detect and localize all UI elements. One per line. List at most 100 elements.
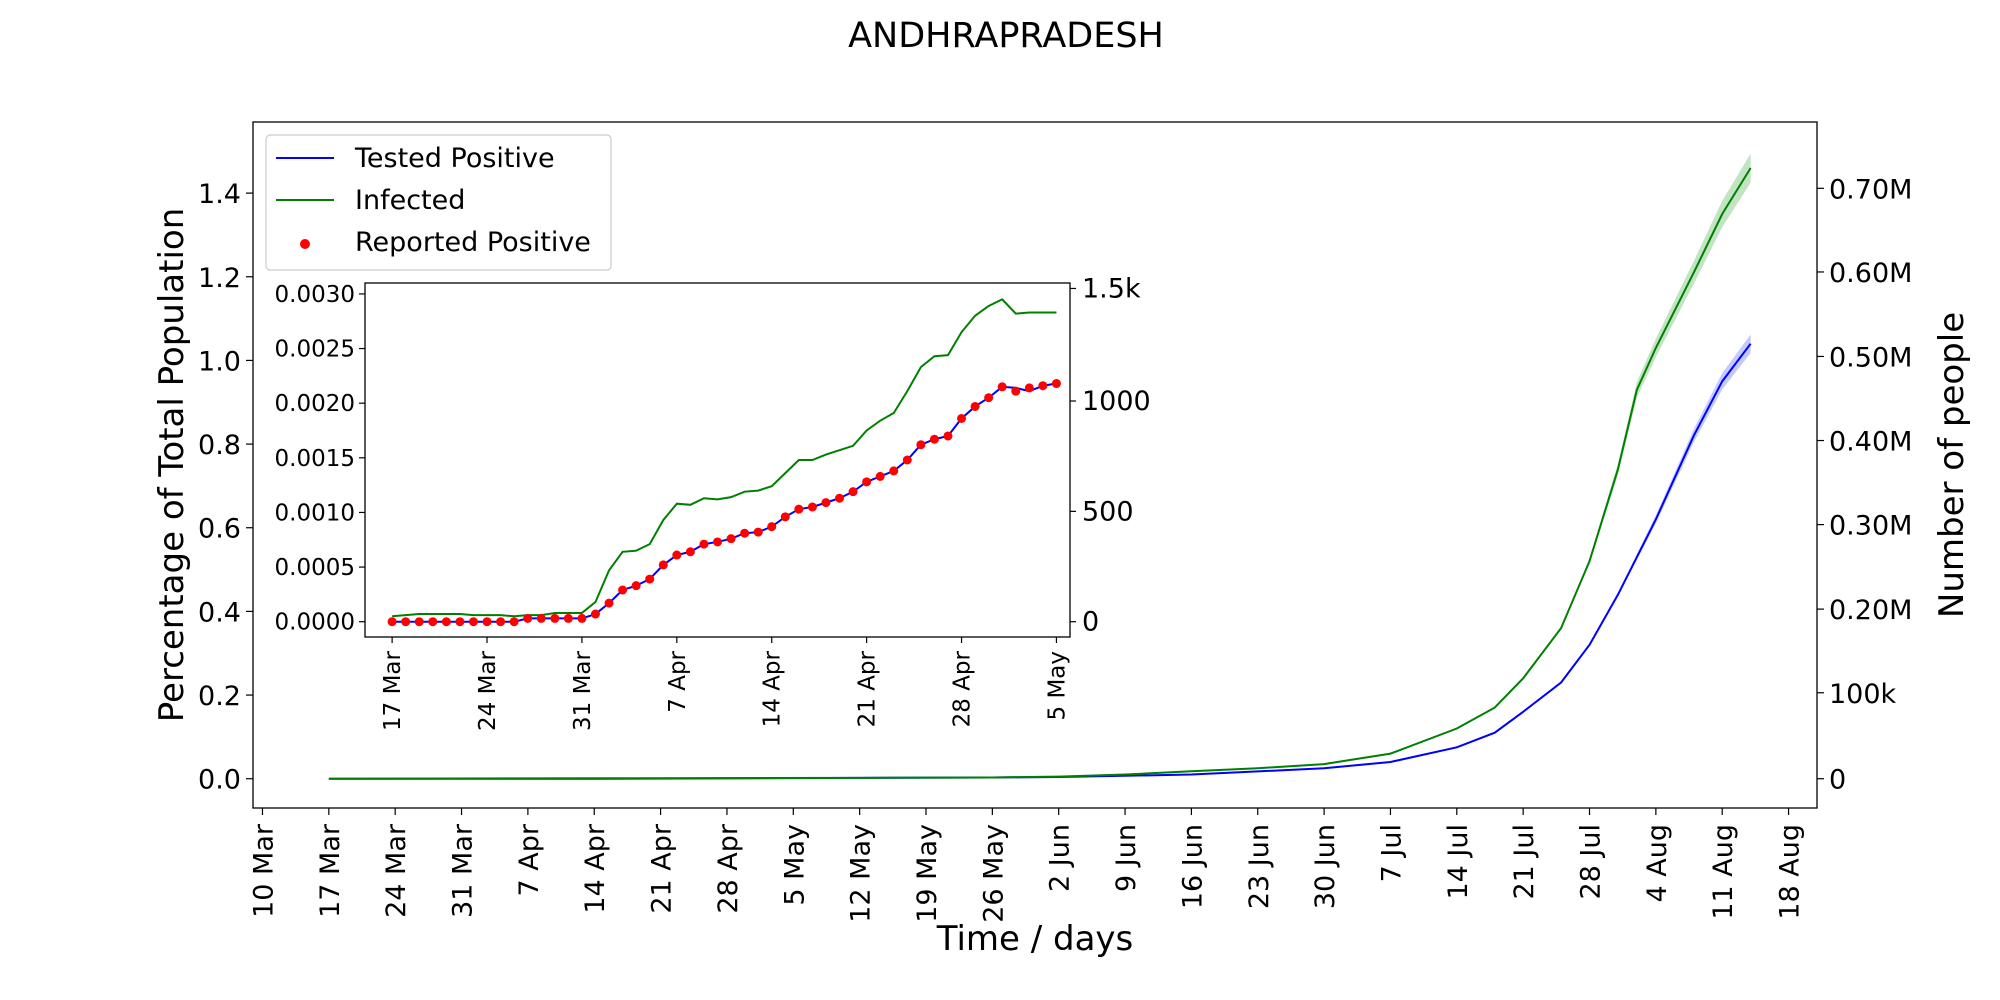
x-tick-label: 17 Mar bbox=[315, 823, 346, 918]
inset-reported-point bbox=[1051, 379, 1061, 389]
x-axis-label: Time / days bbox=[936, 919, 1134, 959]
x-tick-label: 10 Mar bbox=[248, 823, 279, 918]
inset-x-tick-label: 14 Apr bbox=[760, 650, 786, 727]
inset-y-tick-label: 0.0015 bbox=[275, 446, 355, 472]
legend-swatch-reported bbox=[300, 239, 310, 249]
y-tick-label: 0.4 bbox=[198, 597, 241, 628]
inset-y-tick-label: 0.0000 bbox=[275, 610, 355, 636]
inset-x-tick-label: 17 Mar bbox=[380, 650, 406, 731]
x-tick-label: 4 Aug bbox=[1642, 824, 1673, 902]
inset-y-tick-label: 0.0020 bbox=[275, 391, 355, 417]
y-tick-label: 1.2 bbox=[198, 263, 241, 294]
inset-reported-point bbox=[550, 613, 560, 623]
inset-reported-point bbox=[807, 502, 817, 512]
inset-x-tick-label: 5 May bbox=[1044, 651, 1070, 721]
inset-reported-point bbox=[929, 434, 939, 444]
x-tick-label: 16 Jun bbox=[1177, 824, 1208, 909]
legend-box bbox=[265, 134, 612, 271]
inset-reported-point bbox=[685, 547, 695, 557]
inset-reported-point bbox=[590, 609, 600, 619]
inset-reported-point bbox=[916, 440, 926, 450]
inset-reported-point bbox=[645, 574, 655, 584]
inset-reported-point bbox=[794, 504, 804, 514]
inset-reported-point bbox=[387, 617, 397, 627]
inset-reported-point bbox=[468, 617, 478, 627]
y2-tick-label: 0.20M bbox=[1829, 595, 1912, 626]
inset-reported-point bbox=[997, 382, 1007, 392]
x-tick-label: 2 Jun bbox=[1045, 824, 1076, 892]
inset-x-tick-label: 31 Mar bbox=[570, 650, 596, 731]
series-line-infected bbox=[328, 167, 1752, 780]
y-tick-label: 0.6 bbox=[198, 514, 241, 545]
y2-tick-label: 0.30M bbox=[1829, 511, 1912, 542]
inset-reported-point bbox=[713, 537, 722, 547]
y2-tick-label: 0 bbox=[1829, 765, 1846, 796]
inset-reported-point bbox=[902, 455, 912, 465]
inset-reported-point bbox=[618, 585, 628, 595]
inset-reported-point bbox=[672, 550, 682, 560]
inset-reported-point bbox=[496, 617, 506, 627]
inset-plot-frame bbox=[364, 282, 1071, 638]
x-tick-label: 14 Jul bbox=[1443, 824, 1474, 900]
inset-reported-point bbox=[441, 617, 451, 627]
inset-y2-tick-label: 1000 bbox=[1082, 386, 1151, 417]
inset-reported-point bbox=[835, 493, 845, 503]
inset-reported-point bbox=[943, 431, 953, 441]
inset-reported-point bbox=[536, 613, 546, 623]
inset-reported-point bbox=[1011, 386, 1021, 396]
legend-label-tested: Tested Positive bbox=[354, 143, 555, 174]
inset-reported-point bbox=[740, 528, 750, 538]
inset-reported-point bbox=[848, 487, 858, 497]
inset-reported-point bbox=[726, 534, 736, 544]
inset-reported-point bbox=[428, 617, 438, 627]
y2-axis-label: Number of people bbox=[1932, 312, 1972, 618]
inset-reported-point bbox=[523, 613, 533, 623]
legend: Tested Positive Infected Reported Positive bbox=[265, 134, 612, 271]
x-tick-label: 28 Jul bbox=[1576, 824, 1607, 900]
x-tick-label: 14 Apr bbox=[580, 823, 611, 914]
x-tick-label: 18 Aug bbox=[1775, 824, 1806, 920]
inset-reported-point bbox=[414, 617, 424, 627]
x-tick-label: 31 Mar bbox=[448, 823, 479, 918]
x-tick-label: 21 Apr bbox=[647, 823, 678, 914]
inset-reported-point bbox=[984, 393, 994, 403]
y2-tick-label: 0.50M bbox=[1829, 342, 1912, 373]
inset-reported-point bbox=[455, 617, 465, 627]
inset-axes: 17 Mar 24 Mar 31 Mar 7 Apr 14 Apr 21 Apr 28 Ap… bbox=[275, 273, 1151, 731]
y-tick-label: 1.0 bbox=[198, 346, 241, 377]
inset-reported-point bbox=[509, 617, 519, 627]
y2-tick-label: 100k bbox=[1829, 679, 1897, 710]
x-tick-label: 5 May bbox=[779, 824, 810, 906]
y-axis-label: Percentage of Total Population bbox=[152, 208, 192, 723]
inset-reported-point bbox=[631, 581, 641, 591]
y2-tick-label: 0.40M bbox=[1829, 427, 1912, 458]
inset-reported-point bbox=[780, 512, 790, 522]
inset-y-tick-label: 0.0025 bbox=[275, 337, 355, 363]
x-tick-label: 12 May bbox=[846, 824, 877, 923]
main-axes: 10 Mar 17 Mar 24 Mar 31 Mar 7 Apr 14 Apr 21 Ap… bbox=[152, 121, 1972, 959]
x-tick-label: 24 Mar bbox=[381, 823, 412, 918]
y2-tick-label: 0.60M bbox=[1829, 258, 1912, 289]
inset-reported-point bbox=[604, 598, 614, 608]
inset-reported-point bbox=[889, 466, 899, 476]
inset-x-tick-label: 7 Apr bbox=[665, 650, 691, 712]
inset-reported-point bbox=[1024, 383, 1034, 393]
inset-reported-point bbox=[699, 539, 709, 549]
inset-reported-point bbox=[821, 498, 831, 508]
inset-series-line-infected bbox=[392, 298, 1057, 618]
y-tick-label: 1.4 bbox=[198, 179, 241, 210]
inset-reported-point bbox=[658, 560, 668, 570]
x-tick-label: 21 Jul bbox=[1509, 824, 1540, 900]
x-tick-label: 11 Aug bbox=[1708, 824, 1739, 920]
y-tick-label: 0.2 bbox=[198, 681, 241, 712]
x-tick-label: 7 Apr bbox=[514, 823, 545, 896]
y-tick-label: 0.8 bbox=[198, 430, 241, 461]
inset-reported-point bbox=[401, 617, 411, 627]
x-tick-label: 26 May bbox=[978, 824, 1009, 923]
inset-y2-tick-label: 1.5k bbox=[1082, 273, 1141, 304]
y2-tick-label: 0.70M bbox=[1829, 174, 1912, 205]
inset-reported-point bbox=[875, 471, 885, 481]
main-plot-frame bbox=[252, 121, 1818, 809]
inset-reported-point bbox=[957, 413, 967, 423]
